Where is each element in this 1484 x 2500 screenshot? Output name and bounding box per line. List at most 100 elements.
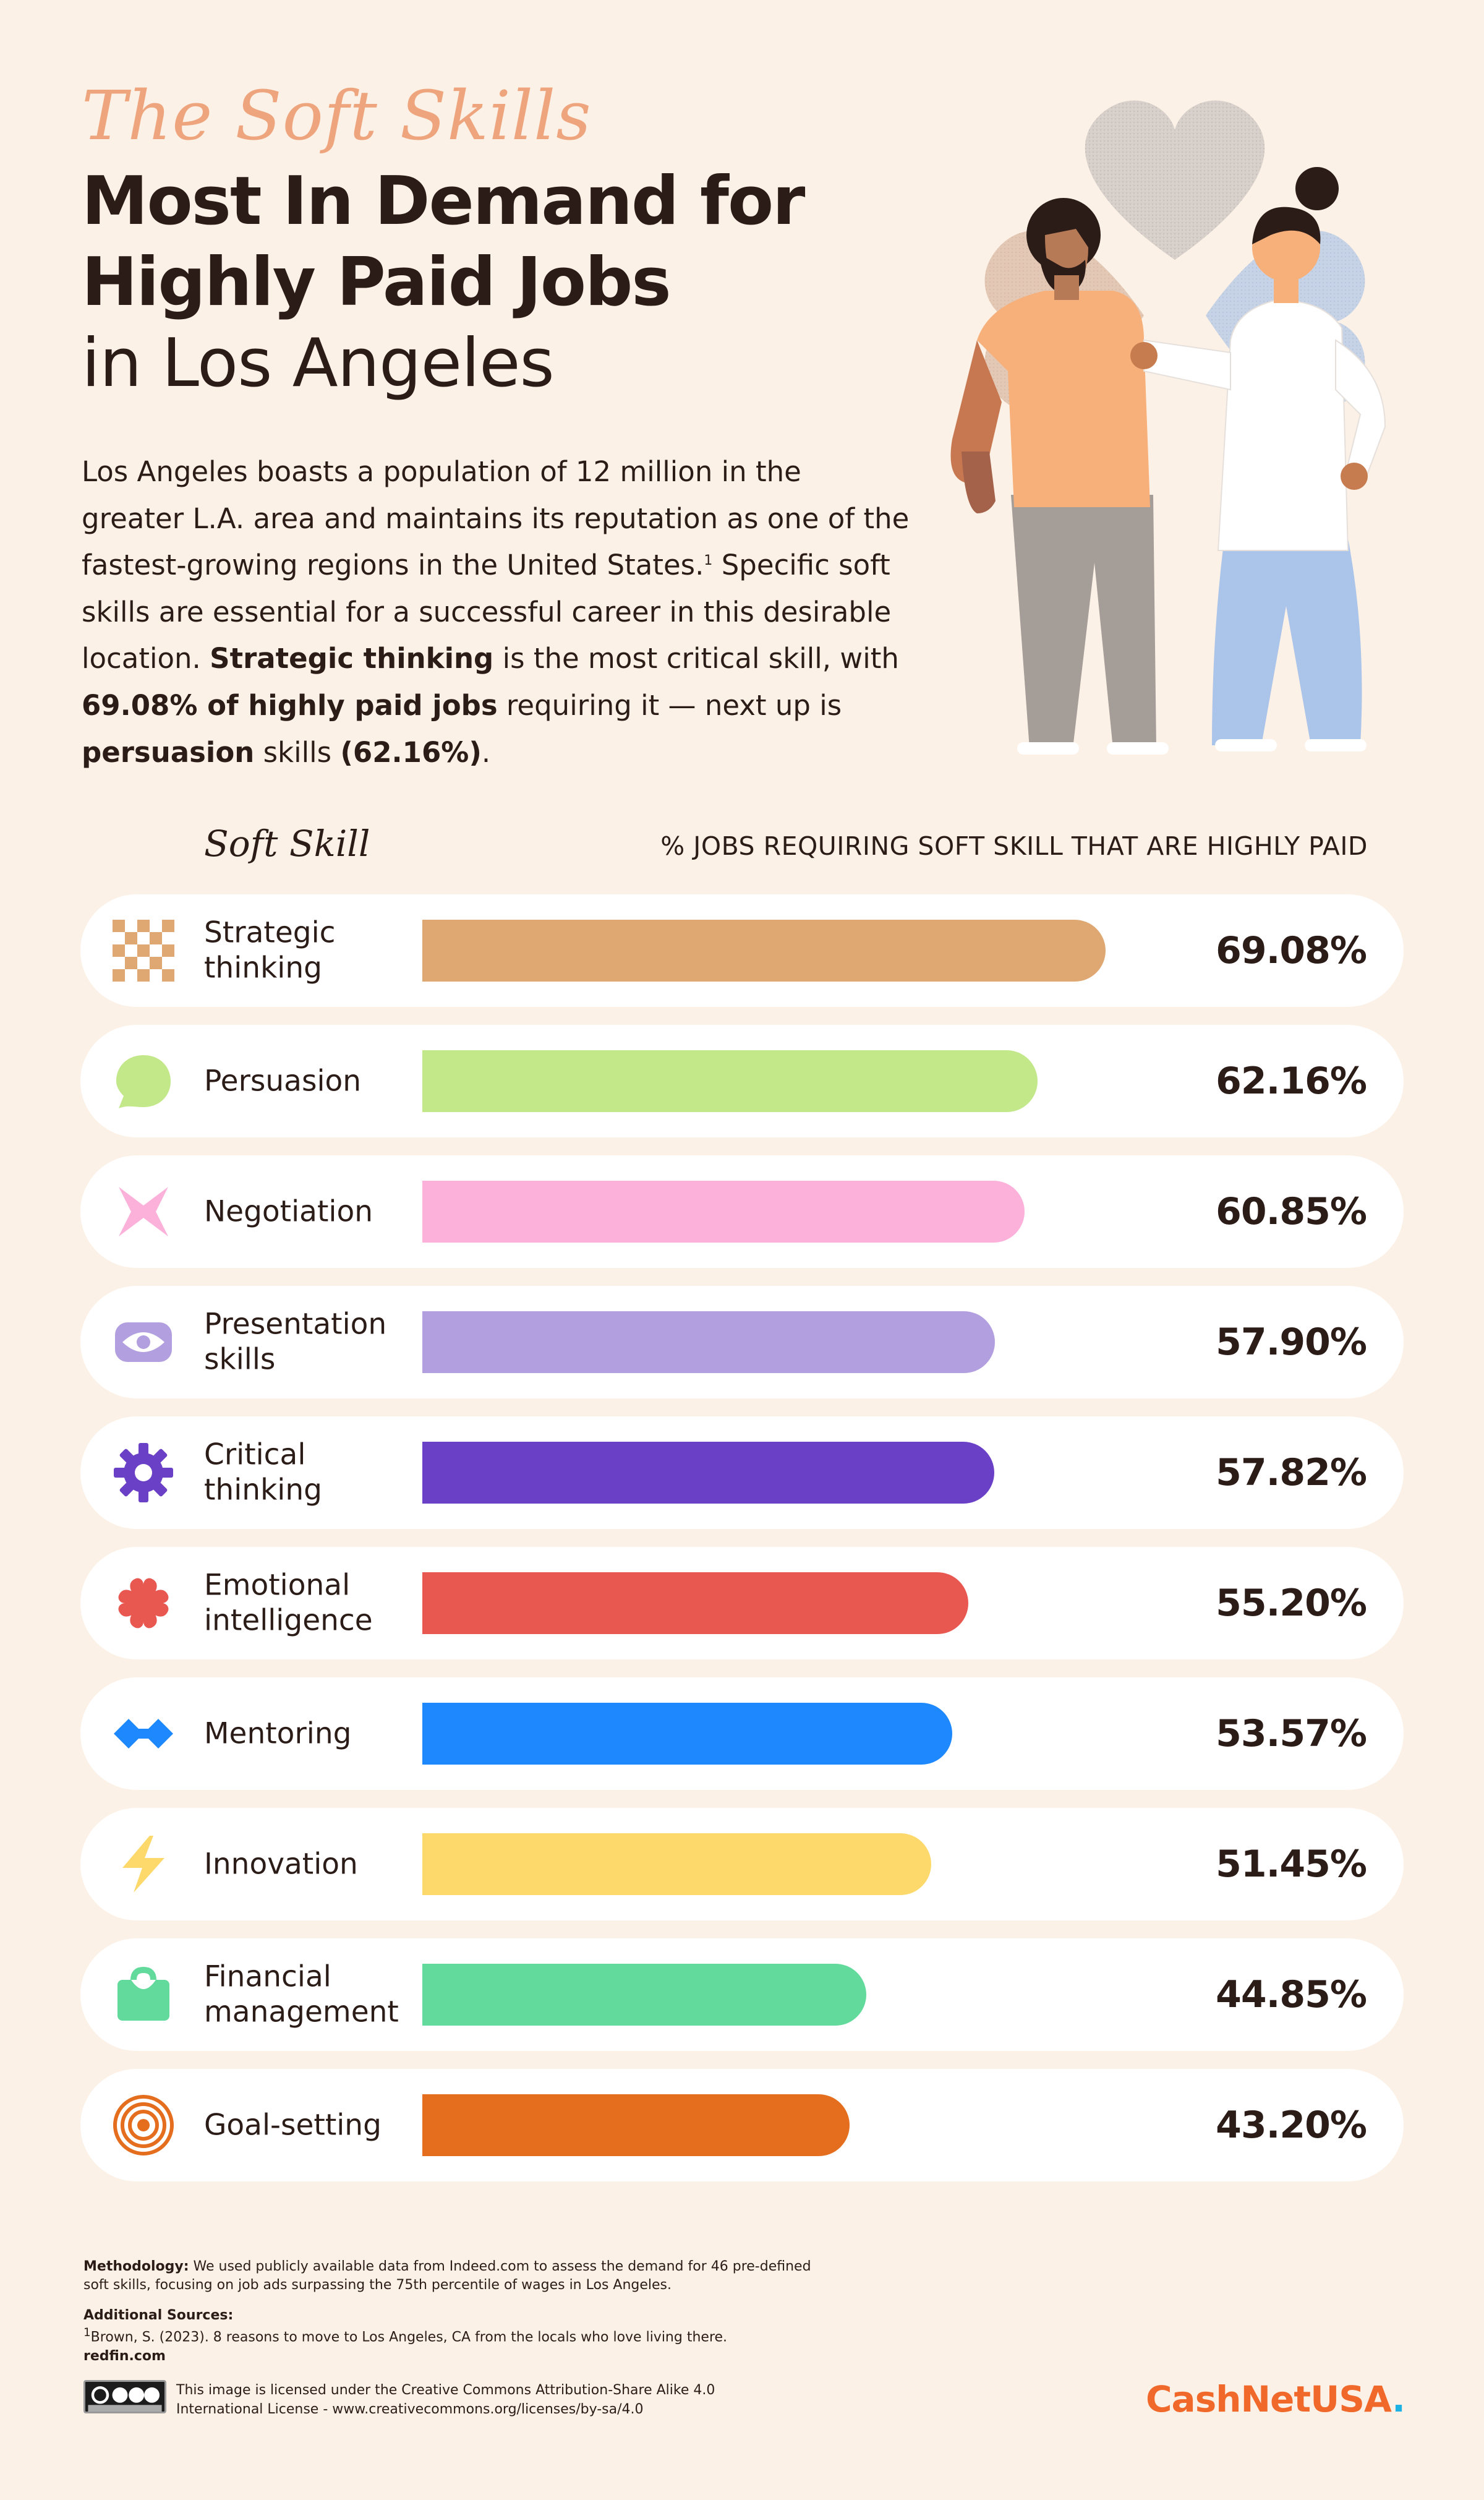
intro-text-3: is the most critical skill, with (493, 642, 899, 675)
intro-bold-1: Strategic thinking (210, 642, 494, 675)
lightning-icon (122, 1836, 164, 1893)
value-label: 53.57% (1216, 1712, 1367, 1755)
title-line-1: Most In Demand for (82, 162, 805, 240)
sources-note: Additional Sources: 1Brown, S. (2023). 8… (83, 2306, 825, 2366)
gear-icon (114, 1443, 173, 1502)
skill-label: Goal-setting (204, 2108, 382, 2143)
intro-bold-2: 69.08% of highly paid jobs (82, 688, 498, 722)
eye-icon (115, 1322, 172, 1362)
bar-track (422, 1703, 1164, 1765)
heart-top (1085, 100, 1265, 260)
skills-bar-chart: Strategic thinking 69.08% Persuasion 62.16%… (80, 894, 1404, 2199)
skill-row: Mentoring 53.57% (80, 1677, 1404, 1790)
bar (422, 1442, 994, 1504)
intro-text-4: requiring it — next up is (497, 688, 842, 722)
bar (422, 1181, 1025, 1243)
bar-track (422, 1442, 1164, 1504)
skill-row: Negotiation 60.85% (80, 1155, 1404, 1268)
skill-label: Critical thinking (204, 1437, 322, 1507)
intro-bold-4: (62.16%) (340, 735, 482, 769)
script-title: The Soft Skills (82, 76, 592, 155)
intro-paragraph: Los Angeles boasts a population of 12 mi… (82, 448, 910, 776)
intro-bold-3: persuasion (82, 735, 255, 769)
target-icon (113, 2095, 174, 2155)
value-label: 55.20% (1216, 1582, 1367, 1625)
value-label: 43.20% (1216, 2104, 1367, 2147)
man-figure (950, 198, 1169, 755)
brand-part-1: CashNet (1145, 2378, 1311, 2420)
skill-row: Presentation skills 57.90% (80, 1286, 1404, 1398)
people-illustration (950, 100, 1386, 755)
skill-label: Presentation skills (204, 1307, 387, 1377)
briefcase-icon (117, 1966, 169, 2021)
value-label: 60.85% (1216, 1190, 1367, 1233)
bar (422, 1833, 931, 1895)
bar (422, 1964, 866, 2026)
skill-row: Innovation 51.45% (80, 1808, 1404, 1920)
skill-label: Mentoring (204, 1716, 352, 1751)
brand-part-2: USA (1310, 2378, 1392, 2420)
intro-text-5: skills (254, 735, 341, 769)
value-label: 69.08% (1216, 929, 1367, 972)
source1-site: redfin.com (83, 2348, 166, 2364)
value-label: 57.90% (1216, 1321, 1367, 1364)
bar (422, 920, 1106, 982)
checkerboard-icon (113, 920, 174, 982)
methodology-text: We used publicly available data from Ind… (83, 2259, 811, 2293)
methodology-note: Methodology: We used publicly available … (83, 2258, 825, 2295)
title-line-2: Highly Paid Jobs (82, 244, 672, 322)
cc-by-sa-icon (83, 2380, 166, 2413)
skill-label: Strategic thinking (204, 915, 336, 985)
footer-notes: Methodology: We used publicly available … (83, 2258, 825, 2377)
skill-row: Financial management 44.85% (80, 1938, 1404, 2051)
diamonds-icon (114, 1719, 173, 1749)
intro-text-1: Los Angeles boasts a population of 12 mi… (82, 455, 910, 582)
source1-mark: 1 (83, 2326, 91, 2340)
license-block: This image is licensed under the Creativ… (83, 2380, 764, 2417)
column-header-soft-skill: Soft Skill (204, 823, 370, 865)
brand-dot: . (1391, 2378, 1405, 2420)
bar-track (422, 1181, 1164, 1243)
title-line-3: in Los Angeles (82, 325, 555, 402)
skill-row: Emotional intelligence 55.20% (80, 1547, 1404, 1659)
methodology-label: Methodology: (83, 2259, 189, 2274)
skill-label: Innovation (204, 1847, 358, 1881)
skill-label: Negotiation (204, 1194, 373, 1229)
intro-text-6: . (481, 735, 491, 769)
bar (422, 1572, 968, 1634)
bar (422, 1703, 952, 1765)
woman-figure (1130, 167, 1386, 751)
value-label: 57.82% (1216, 1451, 1367, 1494)
bar-track (422, 1311, 1164, 1373)
bar-track (422, 1050, 1164, 1112)
speech-bubble-icon (116, 1055, 171, 1108)
bar-track (422, 1572, 1164, 1634)
value-label: 44.85% (1216, 1973, 1367, 2016)
column-header-percent: % JOBS REQUIRING SOFT SKILL THAT ARE HIG… (660, 831, 1368, 861)
value-label: 51.45% (1216, 1843, 1367, 1886)
brand-logo: CashNetUSA. (1146, 2378, 1405, 2420)
intro-footnote-mark: 1 (704, 553, 713, 569)
bar-track (422, 920, 1164, 982)
skill-label: Persuasion (204, 1064, 362, 1098)
bar (422, 2094, 850, 2156)
bar (422, 1311, 995, 1373)
source1-text: Brown, S. (2023). 8 reasons to move to L… (90, 2329, 728, 2345)
intro-text-2: Specific soft skills are essential for a… (82, 549, 892, 675)
hearts-icon (118, 1578, 169, 1629)
skill-row: Goal-setting 43.20% (80, 2069, 1404, 2181)
license-text: This image is licensed under the Creativ… (176, 2382, 715, 2417)
header: The Soft Skills Most In Demand for Highl… (82, 80, 898, 404)
skill-label: Financial management (204, 1959, 399, 2029)
arrows-inward-icon (119, 1187, 168, 1236)
bar (422, 1050, 1038, 1112)
skill-row: Critical thinking 57.82% (80, 1416, 1404, 1529)
value-label: 62.16% (1216, 1060, 1367, 1103)
skill-label: Emotional intelligence (204, 1568, 373, 1638)
sources-label: Additional Sources: (83, 2307, 234, 2323)
bar-track (422, 1833, 1164, 1895)
skill-row: Persuasion 62.16% (80, 1025, 1404, 1137)
bar-track (422, 1964, 1164, 2026)
bar-track (422, 2094, 1164, 2156)
skill-row: Strategic thinking 69.08% (80, 894, 1404, 1007)
